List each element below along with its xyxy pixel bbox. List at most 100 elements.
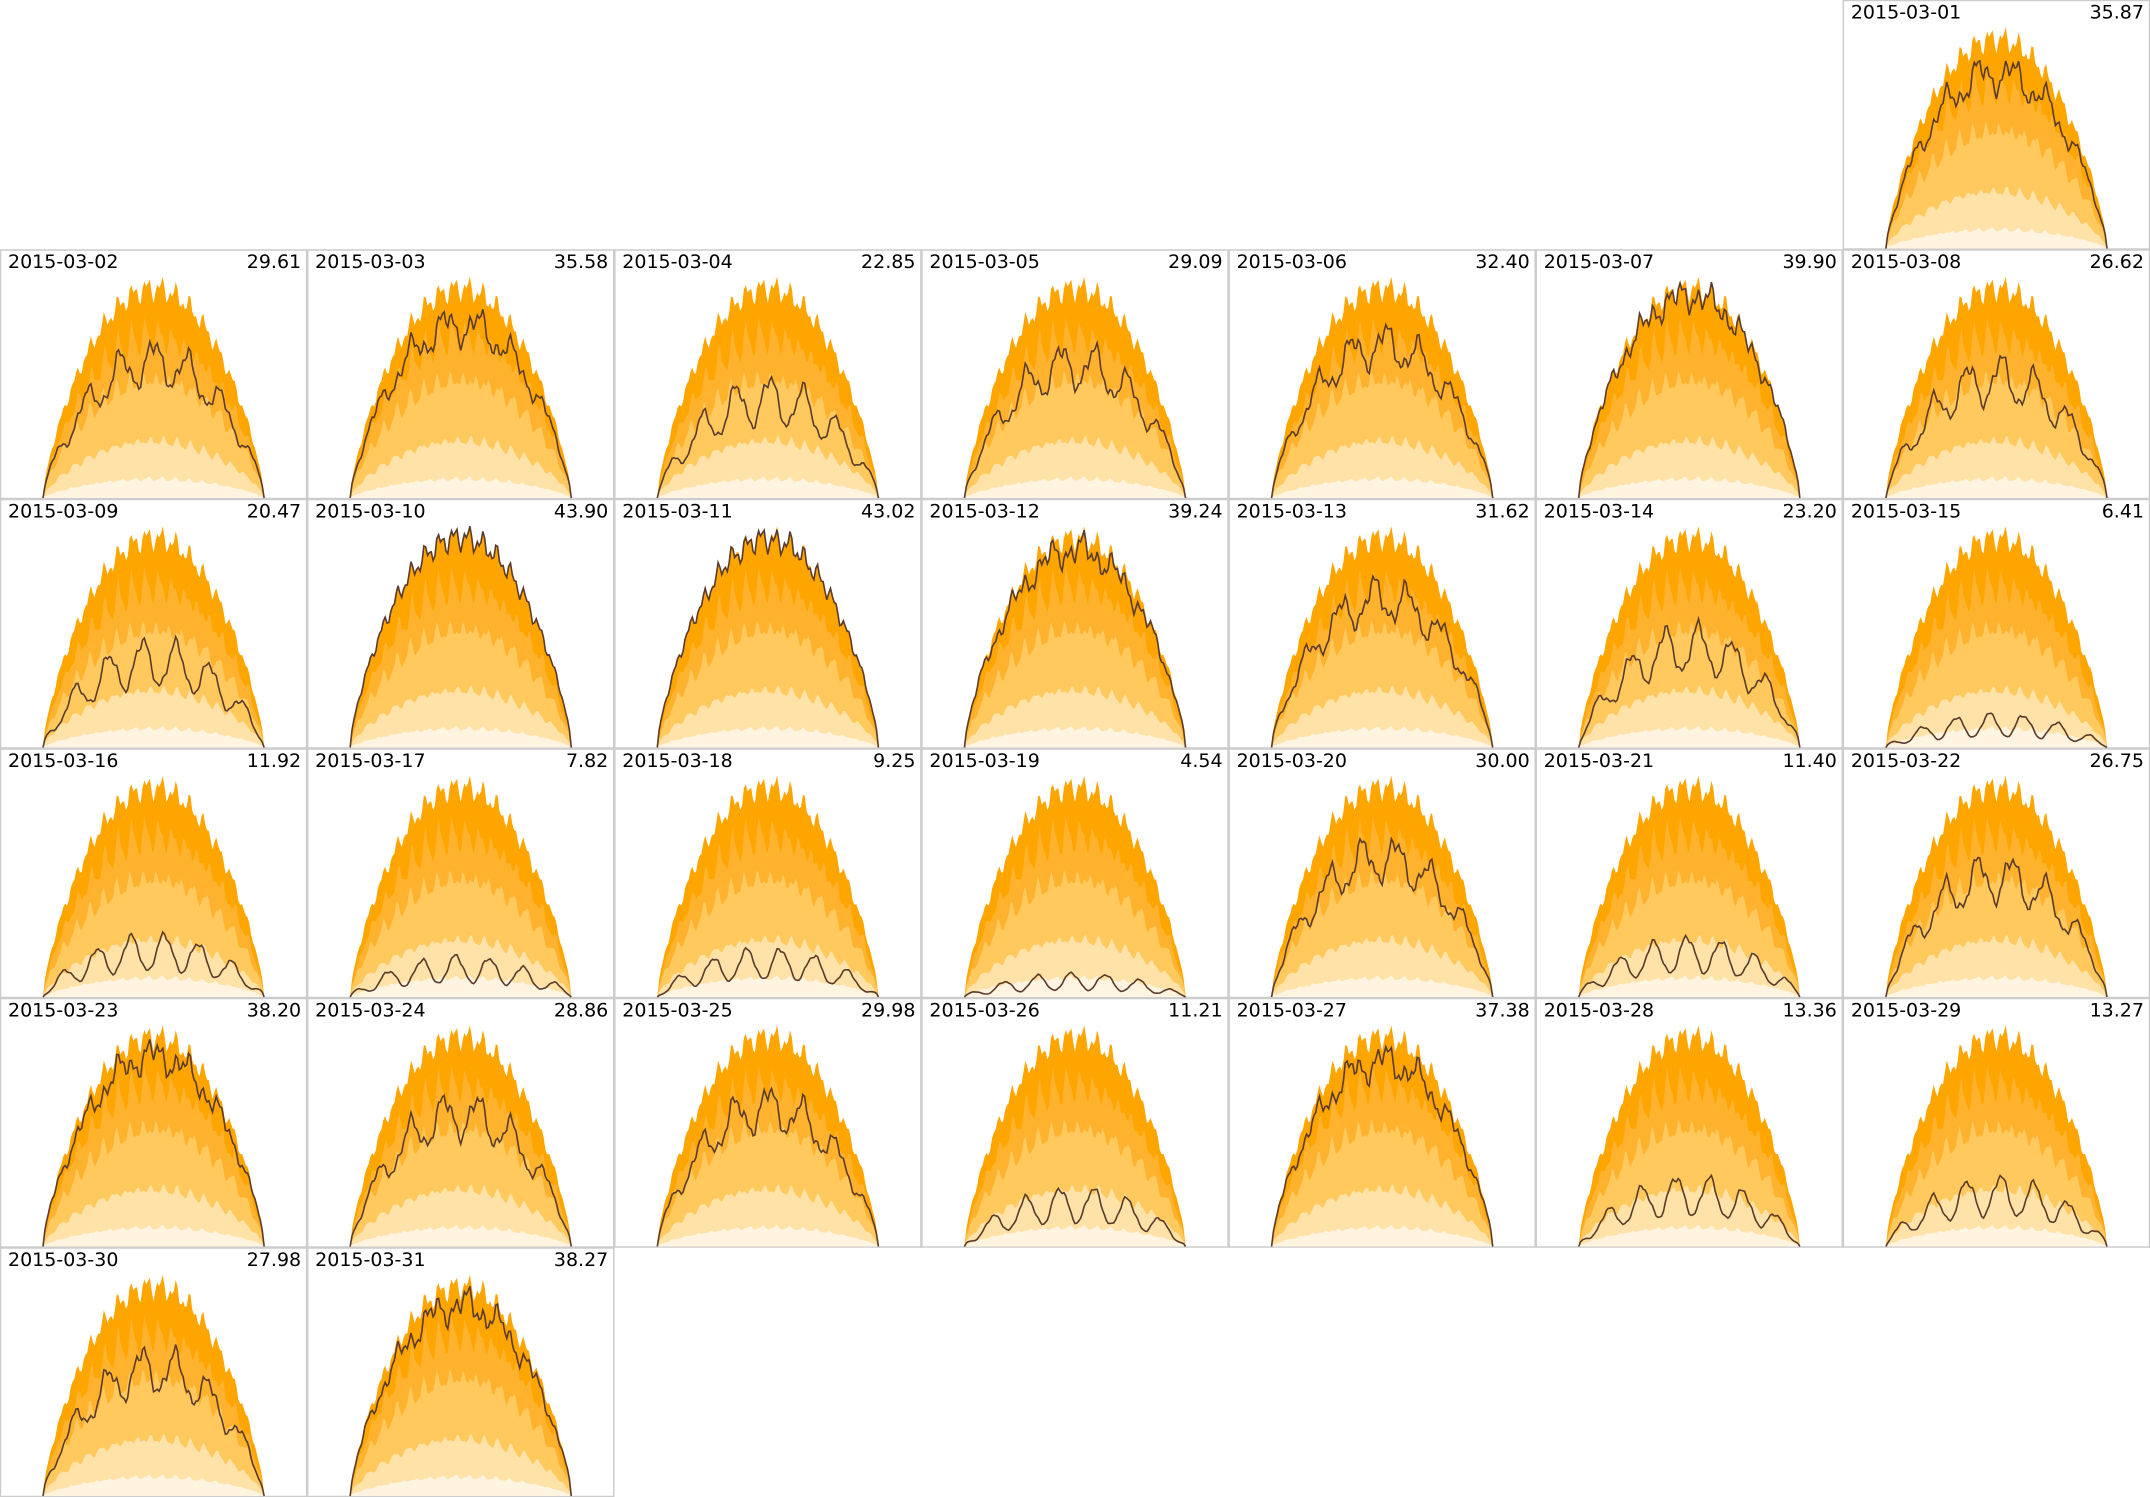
value-label: 35.87 <box>2090 2 2144 24</box>
day-cell: 2015-03-09 20.47 <box>0 498 308 749</box>
band <box>657 725 879 748</box>
band <box>1271 1224 1493 1247</box>
date-label: 2015-03-01 <box>1851 2 1961 24</box>
date-label: 2015-03-23 <box>8 1000 118 1022</box>
cell-border <box>1228 997 1536 1248</box>
band <box>964 1224 1186 1247</box>
cell-border <box>0 498 308 749</box>
value-label: 22.85 <box>861 251 915 273</box>
value-label: 43.90 <box>554 501 608 523</box>
day-line <box>42 1039 265 1247</box>
band <box>350 436 572 498</box>
cell-border <box>1535 498 1844 749</box>
day-line <box>656 946 880 998</box>
band <box>1578 1184 1800 1247</box>
band <box>350 975 572 997</box>
day-cell: 2015-03-21 11.40 <box>1535 748 1844 999</box>
band <box>964 725 1186 748</box>
band <box>1271 1184 1493 1247</box>
band <box>350 725 572 748</box>
band <box>657 935 879 997</box>
day-line <box>963 339 1187 499</box>
value-label: 32.40 <box>1475 251 1529 273</box>
band <box>964 685 1186 748</box>
day-line <box>1885 712 2108 749</box>
date-label: 2015-03-29 <box>1851 1000 1961 1022</box>
band <box>350 1474 572 1496</box>
day-line <box>42 930 265 998</box>
band <box>964 476 1186 498</box>
value-label: 30.00 <box>1475 750 1529 772</box>
value-label: 26.62 <box>2090 251 2144 273</box>
day-line <box>1577 615 1801 748</box>
value-label: 9.25 <box>873 750 915 772</box>
day-line <box>963 530 1187 748</box>
date-label: 2015-03-02 <box>8 251 118 273</box>
day-cell: 2015-03-22 26.75 <box>1842 748 2150 999</box>
band <box>350 1224 572 1247</box>
date-label: 2015-03-10 <box>315 501 425 523</box>
value-label: 13.27 <box>2090 1000 2144 1022</box>
day-cell: 2015-03-03 35.58 <box>306 249 615 500</box>
band <box>1885 685 2107 748</box>
cell-border <box>614 498 922 749</box>
value-label: 6.41 <box>2102 501 2144 523</box>
date-label: 2015-03-26 <box>929 1000 1039 1022</box>
band <box>1885 226 2107 249</box>
day-cell: 2015-03-05 29.09 <box>921 249 1229 500</box>
cell-border <box>614 249 922 500</box>
day-line <box>963 971 1186 998</box>
cell-border <box>614 997 922 1248</box>
band <box>657 1224 879 1247</box>
value-label: 29.09 <box>1168 251 1222 273</box>
band <box>657 975 879 997</box>
day-cell: 2015-03-11 43.02 <box>614 498 922 749</box>
day-cell: 2015-03-18 9.25 <box>614 748 922 999</box>
band <box>1885 975 2107 997</box>
band <box>350 685 572 748</box>
day-line <box>1885 856 2108 998</box>
date-label: 2015-03-20 <box>1237 750 1347 772</box>
band <box>350 1184 572 1247</box>
band <box>657 1184 879 1247</box>
band <box>43 1474 265 1496</box>
date-label: 2015-03-21 <box>1544 750 1654 772</box>
value-label: 29.61 <box>247 251 301 273</box>
day-cell: 2015-03-14 23.20 <box>1535 498 1844 749</box>
cell-border <box>1228 249 1536 500</box>
date-label: 2015-03-22 <box>1851 750 1961 772</box>
day-line <box>349 526 573 748</box>
date-label: 2015-03-25 <box>622 1000 732 1022</box>
day-line <box>1270 322 1494 499</box>
cell-border <box>0 997 308 1248</box>
band <box>43 476 265 498</box>
band <box>43 975 265 997</box>
band <box>1885 476 2107 498</box>
day-cell: 2015-03-19 4.54 <box>921 748 1229 999</box>
value-label: 38.27 <box>554 1249 608 1271</box>
value-label: 39.90 <box>1782 251 1836 273</box>
band <box>350 935 572 997</box>
day-line <box>1270 836 1494 998</box>
value-label: 23.20 <box>1782 501 1836 523</box>
date-label: 2015-03-04 <box>622 251 732 273</box>
day-line <box>349 1286 573 1497</box>
date-label: 2015-03-18 <box>622 750 732 772</box>
band <box>1578 476 1800 498</box>
date-label: 2015-03-27 <box>1237 1000 1347 1022</box>
value-label: 29.98 <box>861 1000 915 1022</box>
value-label: 11.40 <box>1782 750 1836 772</box>
cell-border <box>1535 748 1844 999</box>
day-cell: 2015-03-16 11.92 <box>0 748 308 999</box>
band <box>1271 685 1493 748</box>
band <box>43 436 265 498</box>
band <box>657 476 879 498</box>
band <box>43 685 265 748</box>
day-cell: 2015-03-02 29.61 <box>0 249 308 500</box>
day-cell: 2015-03-28 13.36 <box>1535 997 1844 1248</box>
day-line <box>1885 1174 2108 1247</box>
value-label: 37.38 <box>1475 1000 1529 1022</box>
cell-border <box>1228 748 1536 999</box>
value-label: 43.02 <box>861 501 915 523</box>
